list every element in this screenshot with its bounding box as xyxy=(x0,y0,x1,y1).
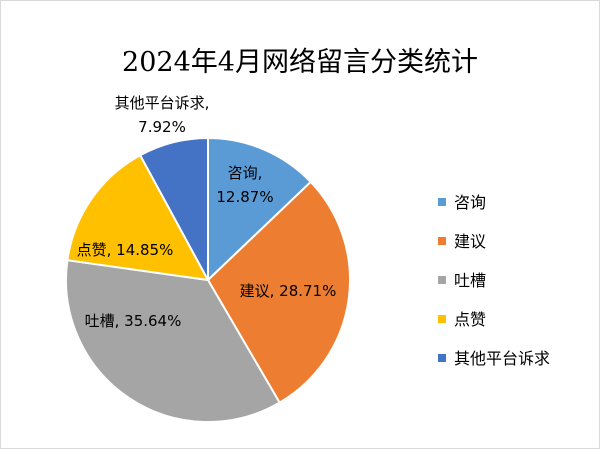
data-label: 点赞, 14.85% xyxy=(77,241,174,259)
legend-swatch xyxy=(438,315,446,323)
legend-label: 建议 xyxy=(454,232,486,251)
pie-slice xyxy=(207,136,313,283)
legend-label: 其他平台诉求 xyxy=(454,349,550,368)
legend-swatch xyxy=(438,198,446,206)
legend-label: 吐槽 xyxy=(454,271,486,290)
pie-slice xyxy=(65,259,282,423)
data-label-value: 12.87% xyxy=(216,188,273,206)
data-label: 建议, 28.71% xyxy=(240,282,337,300)
pie-slice xyxy=(138,136,209,281)
legend-swatch xyxy=(438,276,446,284)
chart-title: 2024年4月网络留言分类统计 xyxy=(122,47,478,78)
data-label-value: 7.92% xyxy=(138,118,186,136)
legend-swatch xyxy=(438,354,446,362)
legend-label: 点赞 xyxy=(454,310,486,329)
pie-slice xyxy=(206,180,352,404)
data-label-name: 其他平台诉求, xyxy=(115,94,210,112)
pie-slice xyxy=(66,153,210,282)
legend-label: 咨询 xyxy=(454,193,486,212)
data-label: 吐槽, 35.64% xyxy=(85,312,182,330)
legend-swatch xyxy=(438,237,446,245)
data-label-name: 咨询, xyxy=(228,164,263,182)
